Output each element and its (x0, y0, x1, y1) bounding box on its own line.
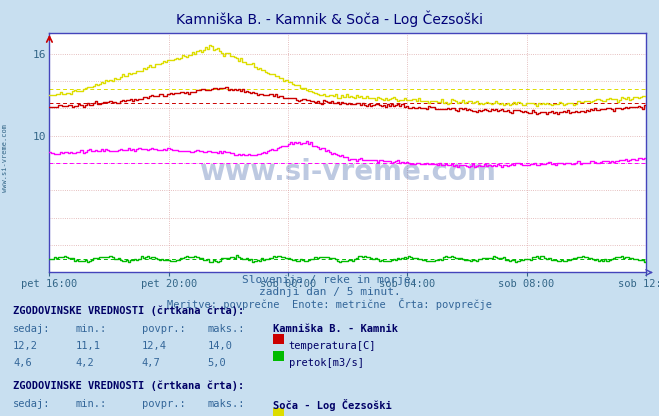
Text: Slovenija / reke in morje.: Slovenija / reke in morje. (242, 275, 417, 285)
Text: 12,2: 12,2 (13, 341, 38, 351)
Text: Kamniška B. - Kamnik & Soča - Log Čezsoški: Kamniška B. - Kamnik & Soča - Log Čezsoš… (176, 10, 483, 27)
Text: 4,6: 4,6 (13, 358, 32, 368)
Text: zadnji dan / 5 minut.: zadnji dan / 5 minut. (258, 287, 401, 297)
Text: sedaj:: sedaj: (13, 399, 51, 409)
Text: ZGODOVINSKE VREDNOSTI (črtkana črta):: ZGODOVINSKE VREDNOSTI (črtkana črta): (13, 381, 244, 391)
Text: 12,4: 12,4 (142, 341, 167, 351)
Text: sedaj:: sedaj: (13, 324, 51, 334)
Text: Meritve: povprečne  Enote: metrične  Črta: povprečje: Meritve: povprečne Enote: metrične Črta:… (167, 298, 492, 310)
Text: Soča - Log Čezsoški: Soča - Log Čezsoški (273, 399, 392, 411)
Text: povpr.:: povpr.: (142, 399, 185, 409)
Text: maks.:: maks.: (208, 324, 245, 334)
Text: min.:: min.: (76, 324, 107, 334)
Text: 5,0: 5,0 (208, 358, 226, 368)
Text: 11,1: 11,1 (76, 341, 101, 351)
Text: Kamniška B. - Kamnik: Kamniška B. - Kamnik (273, 324, 399, 334)
Text: min.:: min.: (76, 399, 107, 409)
Text: 14,0: 14,0 (208, 341, 233, 351)
Text: ZGODOVINSKE VREDNOSTI (črtkana črta):: ZGODOVINSKE VREDNOSTI (črtkana črta): (13, 306, 244, 316)
Text: www.si-vreme.com: www.si-vreme.com (2, 124, 8, 192)
Text: pretok[m3/s]: pretok[m3/s] (289, 358, 364, 368)
Text: 4,2: 4,2 (76, 358, 94, 368)
Text: maks.:: maks.: (208, 399, 245, 409)
Text: www.si-vreme.com: www.si-vreme.com (199, 158, 496, 186)
Text: povpr.:: povpr.: (142, 324, 185, 334)
Text: 4,7: 4,7 (142, 358, 160, 368)
Text: temperatura[C]: temperatura[C] (289, 341, 376, 351)
